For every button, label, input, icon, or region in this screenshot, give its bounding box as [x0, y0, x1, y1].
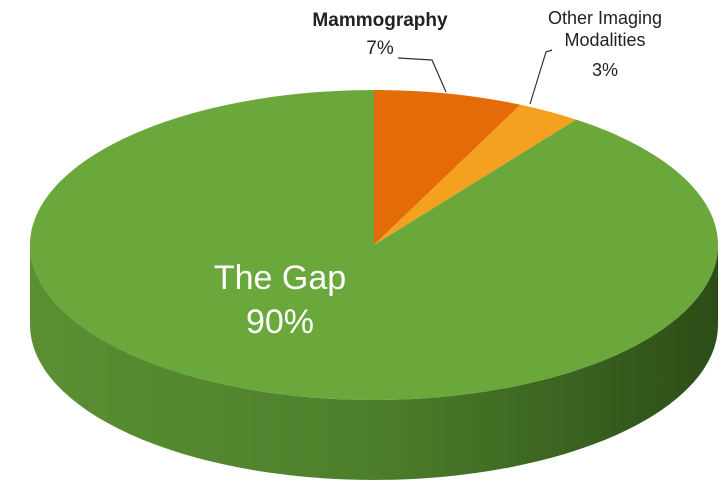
pie-slice	[374, 90, 521, 245]
slice-label: Mammography	[312, 10, 448, 31]
pie-slice	[374, 104, 577, 246]
leader-line	[529, 49, 553, 105]
value-label: 3%	[591, 60, 618, 80]
pie-side	[30, 245, 718, 480]
value-label: 7%	[366, 38, 394, 59]
leader-line	[397, 57, 447, 93]
slice-label: Other Imaging Modalities	[547, 8, 663, 50]
value-label: 90%	[245, 303, 315, 341]
slice-label: The Gap	[213, 259, 347, 297]
pie	[30, 89, 719, 480]
pie-slice	[30, 89, 719, 400]
